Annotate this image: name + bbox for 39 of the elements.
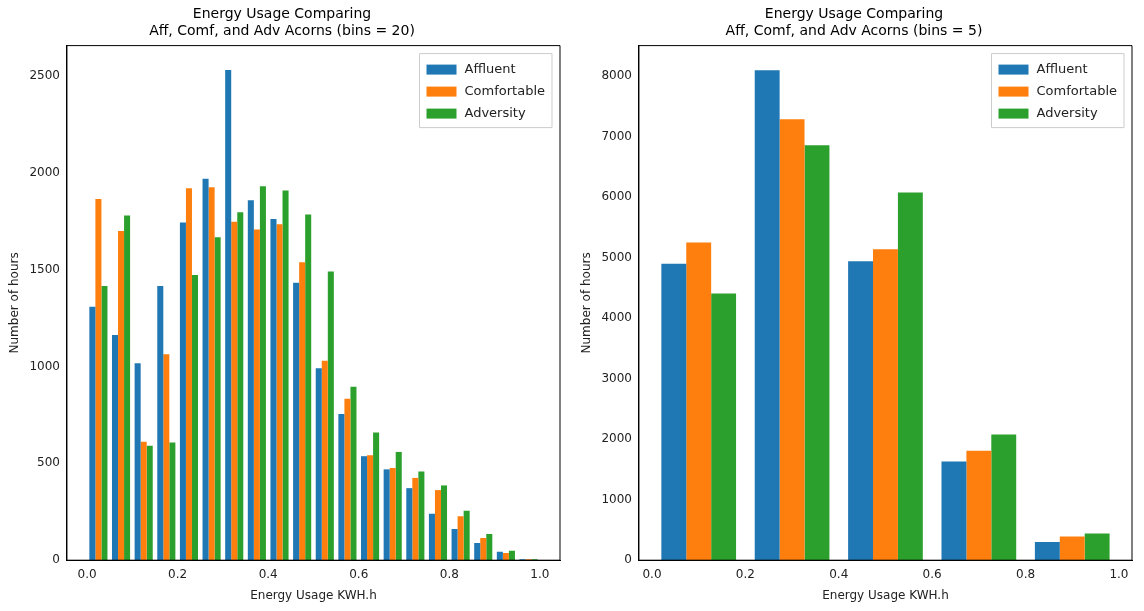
y-tick-label: 1000 [601, 491, 632, 506]
legend-label: Affluent [1036, 60, 1088, 76]
legend-label: Comfortable [464, 82, 546, 98]
y-tick-label: 2000 [601, 431, 632, 446]
x-tick-label: 0.0 [77, 566, 97, 581]
x-axis-title: Energy Usage KWH.h [822, 587, 949, 602]
x-tick-label: 1.0 [1109, 566, 1129, 581]
y-tick-label: 5000 [601, 249, 632, 264]
y-tick-label: 0 [52, 552, 60, 567]
legend-label: Affluent [464, 60, 516, 76]
y-tick-label: 8000 [601, 68, 632, 83]
chart-title: Energy Usage Comparing Aff, Comf, and Adv Acorns (bins = 5) [725, 5, 983, 38]
y-tick-label: 2500 [29, 68, 60, 83]
x-tick-label: 0.8 [439, 566, 459, 581]
x-tick-label: 0.6 [349, 566, 369, 581]
y-tick-label: 3000 [601, 370, 632, 385]
legend-label: Adversity [464, 104, 526, 120]
y-axis-title: Number of hours [7, 252, 22, 354]
y-tick-label: 1500 [29, 261, 60, 276]
chart-title: Energy Usage Comparing Aff, Comf, and Adv Acorns (bins = 20) [149, 5, 415, 38]
y-tick-label: 6000 [601, 189, 632, 204]
x-tick-label: 0.6 [922, 566, 942, 581]
x-tick-label: 0.2 [735, 566, 755, 581]
x-tick-label: 0.4 [829, 566, 849, 581]
legend-label: Adversity [1036, 104, 1098, 120]
y-axis-title: Number of hours [579, 252, 594, 354]
x-tick-label: 0.0 [642, 566, 662, 581]
x-tick-label: 0.2 [168, 566, 188, 581]
y-tick-label: 7000 [601, 128, 632, 143]
y-tick-label: 500 [37, 455, 60, 470]
y-tick-label: 0 [624, 552, 632, 567]
y-tick-label: 4000 [601, 310, 632, 325]
x-tick-label: 0.4 [258, 566, 278, 581]
x-axis-title: Energy Usage KWH.h [250, 587, 377, 602]
y-tick-label: 1000 [29, 358, 60, 373]
x-tick-label: 1.0 [530, 566, 550, 581]
y-tick-label: 2000 [29, 164, 60, 179]
x-tick-label: 0.8 [1016, 566, 1036, 581]
legend-label: Comfortable [1036, 82, 1118, 98]
